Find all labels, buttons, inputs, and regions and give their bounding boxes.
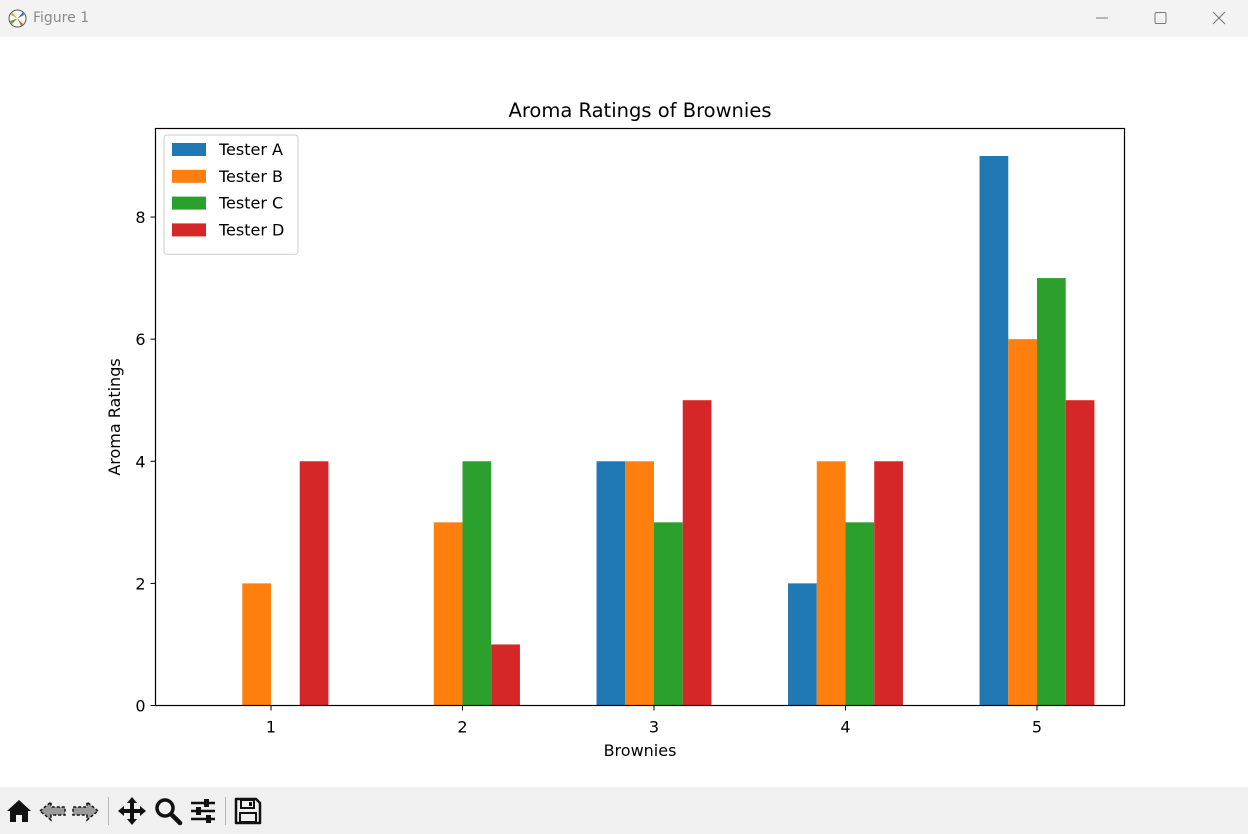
close-icon <box>1212 11 1226 25</box>
forward-button[interactable] <box>69 795 101 827</box>
bars-group <box>242 155 1095 706</box>
minimize-icon <box>1096 17 1108 19</box>
y-tick-label: 8 <box>135 208 145 227</box>
figure-canvas: 1 2 3 4 5 0 2 4 6 8 Aroma Ratings of Brownies Br… <box>0 37 1248 787</box>
configure-subplots-button[interactable] <box>187 795 219 827</box>
bar-tester-d-4 <box>874 461 903 706</box>
maximize-icon <box>1154 12 1167 24</box>
window-title: Figure 1 <box>33 10 90 26</box>
configure-subplots-icon <box>191 799 215 823</box>
bar-tester-d-3 <box>682 400 712 706</box>
x-axis: 1 2 3 4 5 <box>266 705 1042 737</box>
save-button[interactable] <box>232 795 264 827</box>
maximize-button[interactable] <box>1131 0 1189 37</box>
legend-swatch <box>172 196 206 210</box>
y-tick-label: 0 <box>135 697 145 716</box>
x-tick-label: 4 <box>840 718 850 737</box>
save-icon <box>234 797 262 825</box>
legend-swatch <box>172 223 206 237</box>
zoom-button[interactable] <box>152 795 184 827</box>
legend: Tester A Tester B Tester C Tester D <box>163 134 299 255</box>
forward-icon <box>72 800 100 822</box>
bar-tester-b-4 <box>816 461 846 706</box>
bar-tester-d-2 <box>491 644 520 706</box>
legend-swatch <box>172 143 206 156</box>
x-tick-label: 5 <box>1032 718 1042 737</box>
matplotlib-logo-icon <box>8 9 27 28</box>
plot-area-frame <box>154 127 1126 707</box>
bar-tester-b-3 <box>625 461 654 706</box>
x-tick-label: 1 <box>266 718 276 737</box>
bar-tester-a-3 <box>596 461 626 706</box>
legend-swatch <box>172 169 206 183</box>
back-button[interactable] <box>37 795 69 827</box>
pan-button[interactable] <box>116 795 148 827</box>
legend-label: Tester B <box>218 167 283 186</box>
toolbar-separator <box>225 797 226 825</box>
bar-tester-b-2 <box>433 522 463 706</box>
bar-tester-c-4 <box>845 522 875 706</box>
title-bar: Figure 1 <box>0 0 1248 37</box>
zoom-icon <box>155 798 183 826</box>
y-tick-label: 6 <box>135 330 145 349</box>
pan-icon <box>118 797 146 825</box>
legend-label: Tester C <box>218 194 283 213</box>
y-tick-label: 4 <box>135 452 145 471</box>
bar-tester-d-5 <box>1065 400 1095 706</box>
bar-tester-c-2 <box>462 461 492 706</box>
bar-chart: 1 2 3 4 5 0 2 4 6 8 Aroma Ratings of Brownies Br… <box>105 99 1126 760</box>
x-tick-label: 3 <box>649 718 659 737</box>
navigation-toolbar <box>0 787 1248 834</box>
x-tick-label: 2 <box>457 718 467 737</box>
y-axis-label: Aroma Ratings <box>105 358 124 475</box>
chart-title: Aroma Ratings of Brownies <box>508 99 771 122</box>
back-icon <box>38 800 66 822</box>
bar-tester-a-4 <box>788 583 817 706</box>
toolbar-separator <box>108 797 109 825</box>
y-tick-label: 2 <box>135 574 145 593</box>
x-axis-label: Brownies <box>604 741 677 760</box>
legend-label: Tester D <box>218 220 284 239</box>
y-axis: 0 2 4 6 8 <box>135 208 156 716</box>
home-button[interactable] <box>3 795 35 827</box>
home-icon <box>7 800 31 822</box>
bar-tester-b-1 <box>242 583 271 706</box>
legend-label: Tester A <box>218 140 283 159</box>
minimize-button[interactable] <box>1073 0 1131 37</box>
bar-tester-c-3 <box>654 522 683 706</box>
bar-tester-a-5 <box>979 155 1009 706</box>
bar-tester-d-1 <box>299 461 329 706</box>
bar-tester-c-5 <box>1037 278 1066 706</box>
close-button[interactable] <box>1190 0 1248 37</box>
bar-tester-b-5 <box>1008 339 1037 706</box>
